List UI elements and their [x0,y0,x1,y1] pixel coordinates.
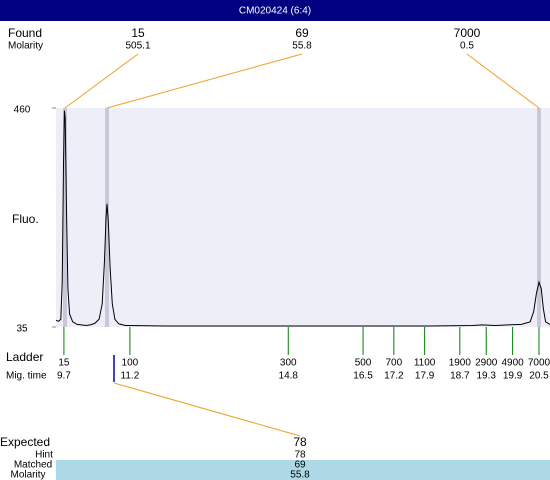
expected-connector [113,382,301,437]
found-size: 15 [131,26,145,40]
ladder-size: 300 [280,358,297,369]
expected-row-value: 69 [294,460,306,471]
ladder-size: 100 [122,358,139,369]
ladder-time: 9.7 [57,371,71,382]
peak-band [537,108,541,327]
found-size: 69 [295,26,309,40]
ladder-size: 2900 [475,358,498,369]
expected-row-label: Molarity [10,470,45,480]
matched-bar [56,460,550,480]
plot-area [56,108,550,327]
mig-time-label: Mig. time [6,371,47,382]
y-axis-label: Fluo. [12,212,39,226]
ladder-label: Ladder [6,350,43,364]
found-molarity: 0.5 [460,41,474,52]
ladder-time: 16.5 [353,371,373,382]
peak-connector [64,53,139,109]
ladder-size: 7000 [528,358,550,369]
found-size: 7000 [454,26,481,40]
ladder-size: 1900 [449,358,472,369]
found-molarity: 505.1 [125,41,150,52]
expected-row-label: Matched [14,460,52,471]
ladder-time: 20.5 [529,371,549,382]
expected-row-label: Hint [35,450,53,461]
found-label: Found [8,26,42,40]
ladder-size: 700 [385,358,402,369]
ladder-size: 1100 [414,358,436,369]
ladder-size: 15 [58,358,70,369]
ladder-size: 500 [355,358,372,369]
expected-label: Expected [0,435,50,449]
ladder-time: 17.9 [415,371,435,382]
ladder-time: 19.3 [476,371,496,382]
expected-value: 78 [293,435,307,449]
window-title: CM020424 (6:4) [239,6,311,17]
peak-connector [466,53,540,109]
molarity-label: Molarity [8,41,43,52]
peak-band [105,108,109,327]
trace [55,110,550,327]
found-molarity: 55.8 [292,41,312,52]
ladder-time: 17.2 [384,371,404,382]
expected-row-value: 55.8 [290,470,310,480]
ladder-time: 14.8 [279,371,299,382]
y-tick-label: 35 [16,324,28,335]
peak-band [63,108,67,327]
expected-row-value: 78 [294,450,306,461]
ladder-time: 19.9 [503,371,523,382]
title-bar [0,0,550,21]
ladder-time: 18.7 [450,371,470,382]
y-tick-label: 460 [14,105,31,116]
ladder-size: 4900 [501,358,524,369]
ladder-time: 11.2 [121,371,140,382]
peak-connector [106,53,303,109]
